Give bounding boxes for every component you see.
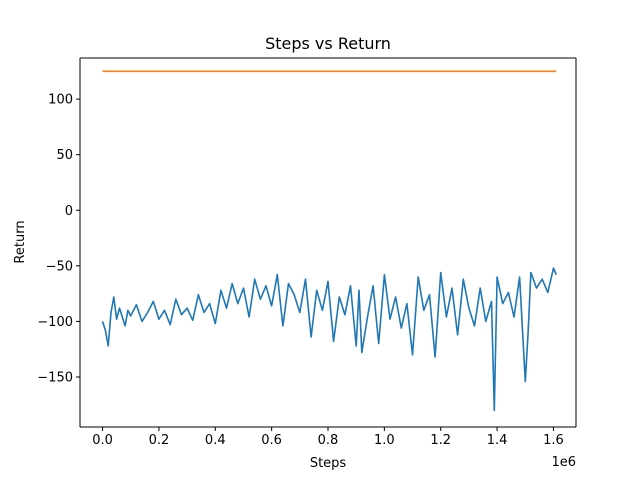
x-tick-label: 0.4	[205, 433, 226, 448]
series-line-1	[101, 267, 558, 412]
y-tick-label: −150	[37, 370, 73, 385]
x-tick-label: 0.2	[149, 433, 170, 448]
y-tick-label: 50	[56, 148, 73, 163]
chart-title: Steps vs Return	[265, 34, 391, 53]
x-tick-label: 0.8	[318, 433, 339, 448]
x-tick-label: 1.6	[543, 433, 564, 448]
x-offset-label: 1e6	[551, 455, 576, 470]
series-layer	[101, 70, 558, 412]
plot-area	[80, 58, 576, 427]
x-tick-label: 0.0	[92, 433, 113, 448]
x-tick-label: 0.6	[261, 433, 282, 448]
y-tick-label: −100	[37, 315, 73, 330]
y-axis-label: Return	[13, 220, 28, 263]
x-axis-label: Steps	[310, 456, 347, 471]
x-ticks: 0.0 0.2 0.4 0.6 0.8 1.0 1.2 1.4 1.6	[92, 427, 564, 448]
y-tick-label: 100	[48, 93, 73, 108]
y-tick-label: 0	[65, 204, 73, 219]
x-tick-label: 1.4	[487, 433, 508, 448]
x-tick-label: 1.2	[430, 433, 451, 448]
y-ticks: 100 50 0 −50 −100 −150	[37, 93, 80, 385]
x-tick-label: 1.0	[374, 433, 395, 448]
y-tick-label: −50	[46, 259, 73, 274]
